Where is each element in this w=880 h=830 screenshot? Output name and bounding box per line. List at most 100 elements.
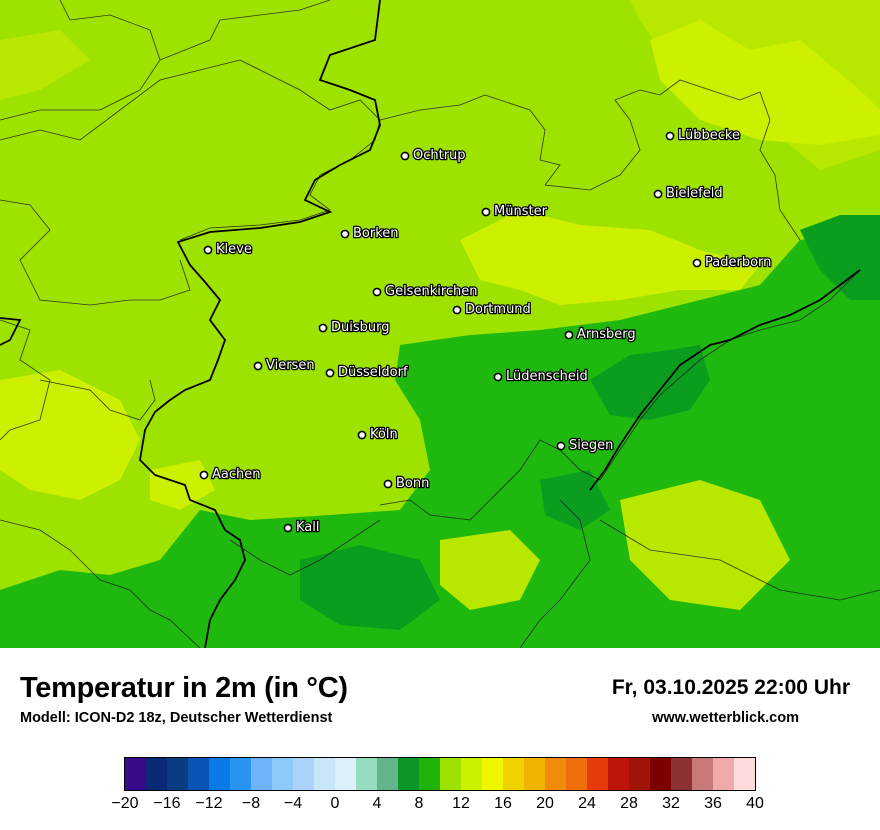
border-west [0,319,51,441]
legend-swatch [293,758,314,790]
legend-swatch [671,758,692,790]
city-label: Aachen [212,467,260,482]
city-dot-icon [665,131,675,141]
state-border-east [589,269,861,491]
city-m-nster[interactable]: Münster [481,203,549,220]
city-dot-icon [318,323,328,333]
city-dot-icon [283,523,293,533]
legend-tick-label: 32 [662,795,680,812]
legend-tick-label: 40 [746,795,764,812]
city-bielefeld[interactable]: Bielefeld [653,185,724,202]
legend-swatch [377,758,398,790]
legend-swatch [713,758,734,790]
city-arnsberg[interactable]: Arnsberg [564,326,637,343]
city-paderborn[interactable]: Paderborn [692,254,773,271]
city-l-bbecke[interactable]: Lübbecke [665,127,741,144]
city-label: Arnsberg [577,327,636,342]
legend-tick-label: 12 [452,795,470,812]
legend-tick-label: −4 [283,795,303,812]
legend-swatch [608,758,629,790]
city-dot-icon [481,207,491,217]
city-kleve[interactable]: Kleve [203,241,253,258]
city-dot-icon [199,470,209,480]
legend-tick-label: 36 [704,795,722,812]
city-label: Bielefeld [666,186,723,201]
city-kall[interactable]: Kall [283,519,321,536]
zone-yellow-green-west [0,370,140,500]
legend-tick-label: 0 [330,795,340,812]
legend-swatch [440,758,461,790]
zone-light-green-west [0,30,90,100]
city-dot-icon [357,430,367,440]
legend-swatch [650,758,671,790]
city-label: Viersen [266,358,315,373]
legend-swatch [461,758,482,790]
city-dot-icon [653,189,663,199]
city-viersen[interactable]: Viersen [253,357,316,374]
legend-swatch [398,758,419,790]
city-label: Lüdenscheid [506,369,588,384]
legend-tick-label: 24 [578,795,596,812]
legend-tick-label: −20 [111,795,139,812]
legend-tick-label: 16 [494,795,512,812]
city-label: Siegen [569,438,613,453]
forecast-datetime: Fr, 03.10.2025 22:00 Uhr [611,676,850,699]
legend-tick-label: −12 [195,795,223,812]
city-aachen[interactable]: Aachen [199,466,262,483]
zone-dark-green-siegen [540,470,610,530]
city-k-ln[interactable]: Köln [357,426,399,443]
legend-swatch [692,758,713,790]
model-source: Modell: ICON-D2 18z, Deutscher Wetterdie… [20,710,333,726]
zone-dark-green-east [800,215,880,300]
city-dot-icon [692,258,702,268]
border-southeast-1 [379,269,861,521]
district-borders [0,0,880,648]
legend-swatch [356,758,377,790]
legend-tick-label: −8 [241,795,261,812]
legend-swatch [734,758,755,790]
zone-yellow-green-north [650,20,880,145]
city-label: Duisburg [331,320,390,335]
state-border-north [139,0,381,648]
city-dot-icon [452,305,462,315]
border-emsland [379,79,801,241]
city-dot-icon [383,479,393,489]
website-link[interactable]: www.wetterblick.com [652,710,799,726]
zone-light-green-southeast [620,480,790,610]
city-label: Ochtrup [413,148,466,163]
city-dot-icon [556,441,566,451]
city-dot-icon [400,151,410,161]
border-north-3 [159,0,331,61]
city-bonn[interactable]: Bonn [383,475,431,492]
city-duisburg[interactable]: Duisburg [318,319,391,336]
border-southeast-2 [519,499,591,648]
border-rhein [39,379,156,421]
city-label: Borken [353,226,399,241]
border-south [229,519,381,576]
legend-tick-label: 28 [620,795,638,812]
city-dot-icon [253,361,263,371]
city-borken[interactable]: Borken [340,225,400,242]
legend-color-bar [124,757,756,791]
legend-swatch [524,758,545,790]
city-d-sseldorf[interactable]: Düsseldorf [325,364,409,381]
temperature-map[interactable]: Lübbecke Ochtrup Bielefeld Münster Paderborn… [0,0,880,648]
legend-swatch [125,758,146,790]
legend-swatch [314,758,335,790]
city-label: Gelsenkirchen [385,284,478,299]
legend-swatch [209,758,230,790]
city-ochtrup[interactable]: Ochtrup [400,147,467,164]
temperature-legend: −20 −16 −12 −8 −4 0 4 8 12 16 20 24 28 32 36 40 [111,757,764,812]
border-southeast-3 [599,519,880,601]
city-siegen[interactable]: Siegen [556,437,615,454]
city-dortmund[interactable]: Dortmund [452,301,532,318]
city-markers: Lübbecke Ochtrup Bielefeld Münster Paderborn… [199,127,773,536]
city-label: Düsseldorf [338,365,408,380]
legend-swatch [566,758,587,790]
map-title: Temperatur in 2m (in °C) [20,672,348,704]
city-l-denscheid[interactable]: Lüdenscheid [493,368,589,385]
legend-swatch [251,758,272,790]
city-dot-icon [340,229,350,239]
city-label: Münster [494,204,548,219]
city-gelsenkirchen[interactable]: Gelsenkirchen [372,283,479,300]
